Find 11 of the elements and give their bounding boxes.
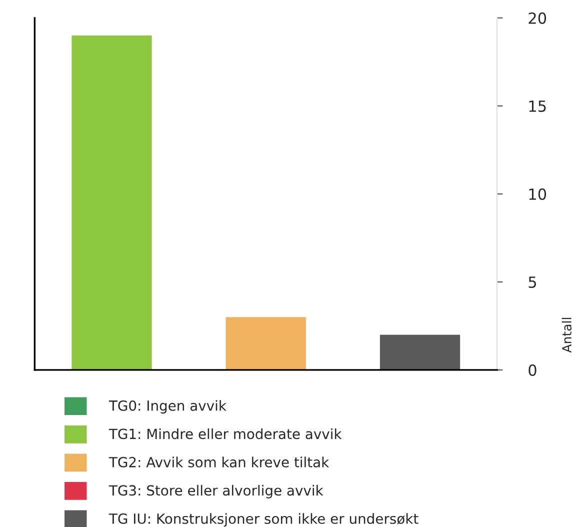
legend-label: TG IU: Konstruksjoner som ikke er undersøkt (108, 513, 418, 527)
y-tick-label: 0 (528, 364, 536, 376)
y-tick-label: 5 (528, 276, 536, 288)
y-tick-label: 15 (529, 100, 546, 112)
y-tick-label: 10 (529, 188, 546, 200)
legend-label: TG2: Avvik som kan kreve tiltak (108, 456, 330, 468)
y-axis-title: Antall (562, 318, 572, 353)
y-tick-label: 20 (528, 12, 546, 24)
legend-label: TG1: Mindre eller moderate avvik (108, 428, 342, 440)
legend-label: TG3: Store eller alvorlige avvik (108, 484, 324, 498)
legend-label: TG0: Ingen avvik (108, 400, 226, 414)
